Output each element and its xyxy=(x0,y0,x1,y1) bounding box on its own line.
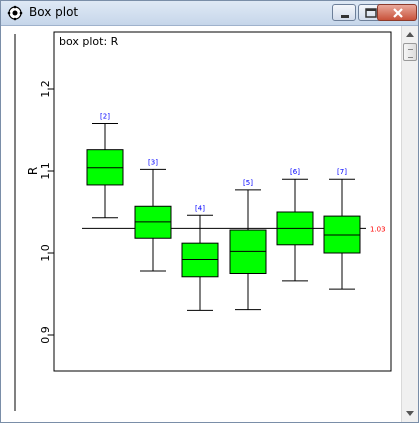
chart-title: box plot: R xyxy=(59,35,119,48)
app-icon[interactable] xyxy=(7,5,23,21)
box-plot-chart: box plot: R R 0.9 1.0 1.1 1.2 1.03 [2] [3] [4] [… xyxy=(14,31,392,411)
maximize-icon xyxy=(365,8,377,18)
vertical-scrollbar[interactable] xyxy=(401,26,418,422)
plot-frame xyxy=(53,31,392,372)
scroll-up-arrow-icon[interactable] xyxy=(402,26,418,43)
minimize-button[interactable] xyxy=(332,4,356,21)
title-bar[interactable]: Box plot xyxy=(1,1,418,26)
y-tick-label: 1.2 xyxy=(39,80,52,98)
scroll-down-arrow-icon[interactable] xyxy=(402,405,418,422)
box-label: [2] xyxy=(100,112,110,120)
y-tick-label: 1.1 xyxy=(39,162,52,180)
window-title: Box plot xyxy=(29,5,79,19)
y-tick-label: 1.0 xyxy=(39,244,52,262)
box-label: [6] xyxy=(290,168,300,176)
minimize-icon xyxy=(341,15,349,18)
box-label: [5] xyxy=(243,179,253,187)
scroll-thumb[interactable] xyxy=(403,43,417,61)
y-axis-label: R xyxy=(26,167,40,175)
box-label: [3] xyxy=(148,158,158,166)
close-button[interactable] xyxy=(377,4,417,21)
y-tick-label: 0.9 xyxy=(39,326,52,344)
close-icon xyxy=(393,8,403,18)
box-label: [4] xyxy=(195,204,205,212)
box-label: [7] xyxy=(337,168,347,176)
reference-line-label: 1.03 xyxy=(370,225,386,233)
